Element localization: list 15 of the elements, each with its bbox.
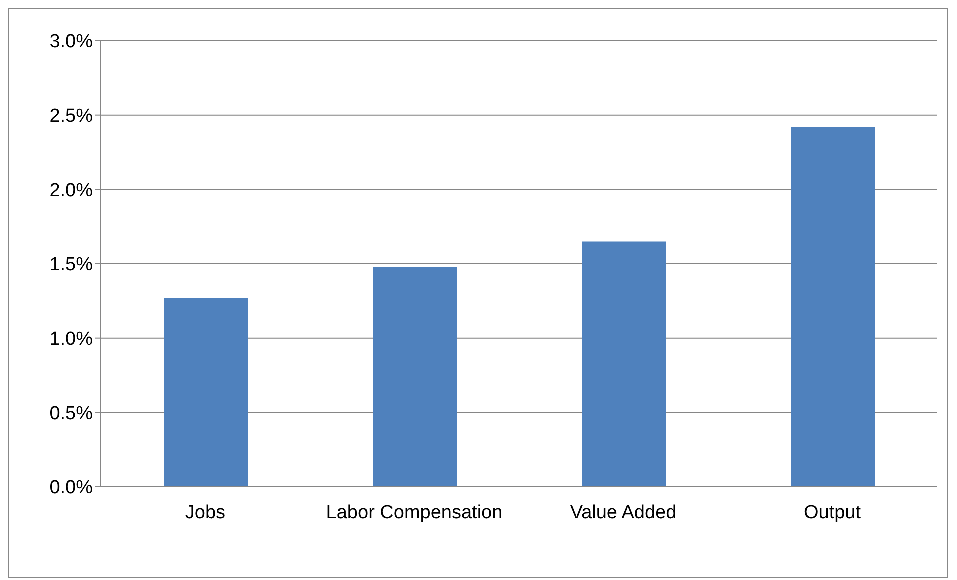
x-tick-label: Output xyxy=(804,502,862,524)
y-tick-label: 0.0% xyxy=(50,478,94,499)
y-tick-label: 1.5% xyxy=(50,254,94,276)
bar xyxy=(373,266,457,487)
y-tick-label: 2.0% xyxy=(50,180,94,202)
x-tick-label: Jobs xyxy=(185,502,226,524)
x-tick-label: Labor Compensation xyxy=(326,502,503,524)
bar xyxy=(791,127,875,487)
bar xyxy=(582,242,666,487)
bar xyxy=(164,298,248,487)
x-tick-label: Value Added xyxy=(570,502,677,524)
y-tick-label: 3.0% xyxy=(50,32,94,53)
y-tick-label: 2.5% xyxy=(50,106,94,128)
y-tick-label: 0.5% xyxy=(50,403,94,424)
y-tick-label: 1.0% xyxy=(50,329,94,350)
